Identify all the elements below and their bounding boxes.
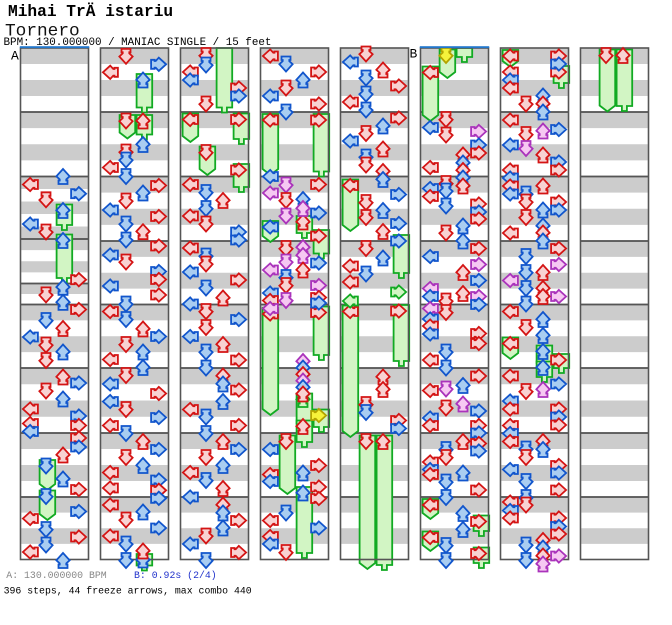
svg-text:Tornero: Tornero: [5, 21, 80, 41]
svg-text:Mihai TrÄ istariu: Mihai TrÄ istariu: [8, 2, 173, 21]
svg-text:396 steps, 44 freeze arrows, m: 396 steps, 44 freeze arrows, max combo 4…: [4, 586, 252, 597]
svg-text:B: 0.92s (2/4): B: 0.92s (2/4): [134, 570, 217, 581]
svg-text:B: B: [410, 47, 418, 62]
svg-text:A: A: [11, 49, 19, 64]
svg-text:A: 130.000000 BPM: A: 130.000000 BPM: [6, 570, 107, 581]
svg-text:BPM: 130.000000 / MANIAC SINGL: BPM: 130.000000 / MANIAC SINGLE / 15 fee…: [4, 37, 272, 49]
